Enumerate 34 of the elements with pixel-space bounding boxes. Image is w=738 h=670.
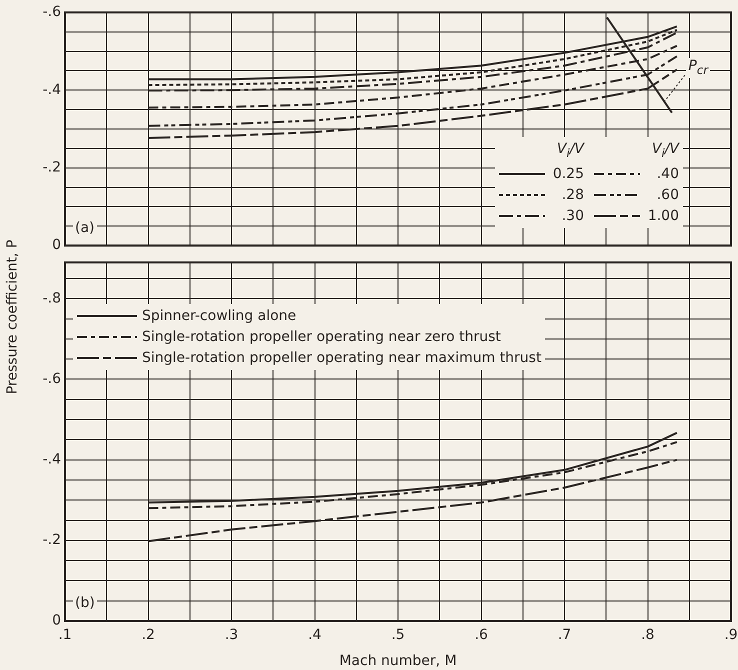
y-tick-label: -.4: [42, 451, 62, 468]
text: V$_{i}$/V: [652, 140, 679, 160]
x-axis-title: Mach number, M: [339, 653, 457, 669]
legend-label: 1.00: [646, 206, 679, 226]
legend-label: .30: [560, 206, 584, 226]
x-tick-label: .8: [641, 627, 654, 644]
y-tick-label: -.2: [42, 532, 61, 548]
legend-label: .40: [656, 164, 679, 184]
x-tick-label: .3: [224, 627, 238, 644]
y-tick-label: -.4: [42, 82, 62, 98]
x-tick-label: .2: [142, 627, 155, 644]
y-tick-label: -.6: [42, 370, 62, 387]
x-tick-label: .4: [308, 627, 322, 644]
legend-label: Spinner-cowling alone: [142, 307, 296, 326]
annotation: P$_{cr}$: [686, 58, 710, 78]
y-tick-label: -.8: [42, 290, 61, 306]
legend-title: V$_{i}$/V: [556, 140, 584, 162]
legend-label: .28: [560, 186, 584, 205]
x-tick-label: .1: [58, 627, 72, 644]
legend-label: Single-rotation propeller operating near maximum thrust: [142, 349, 542, 368]
y-tick-label: 0: [52, 237, 61, 254]
annotation: (a): [73, 220, 97, 236]
x-tick-label: .6: [474, 627, 488, 644]
y-axis-title: Pressure coefficient, P: [4, 239, 20, 394]
annotation: (b): [73, 595, 97, 611]
legend-label: Single-rotation propeller operating near zero thrust: [142, 328, 501, 348]
y-tick-label: 0: [52, 612, 61, 629]
y-tick-label: -.6: [42, 4, 62, 20]
legend-label: .60: [656, 186, 679, 205]
legend-label: 0.25: [552, 164, 584, 184]
x-tick-label: .5: [391, 627, 405, 644]
x-tick-label: .9: [724, 627, 738, 644]
y-tick-label: -.2: [42, 160, 61, 176]
x-tick-label: .7: [558, 627, 572, 644]
